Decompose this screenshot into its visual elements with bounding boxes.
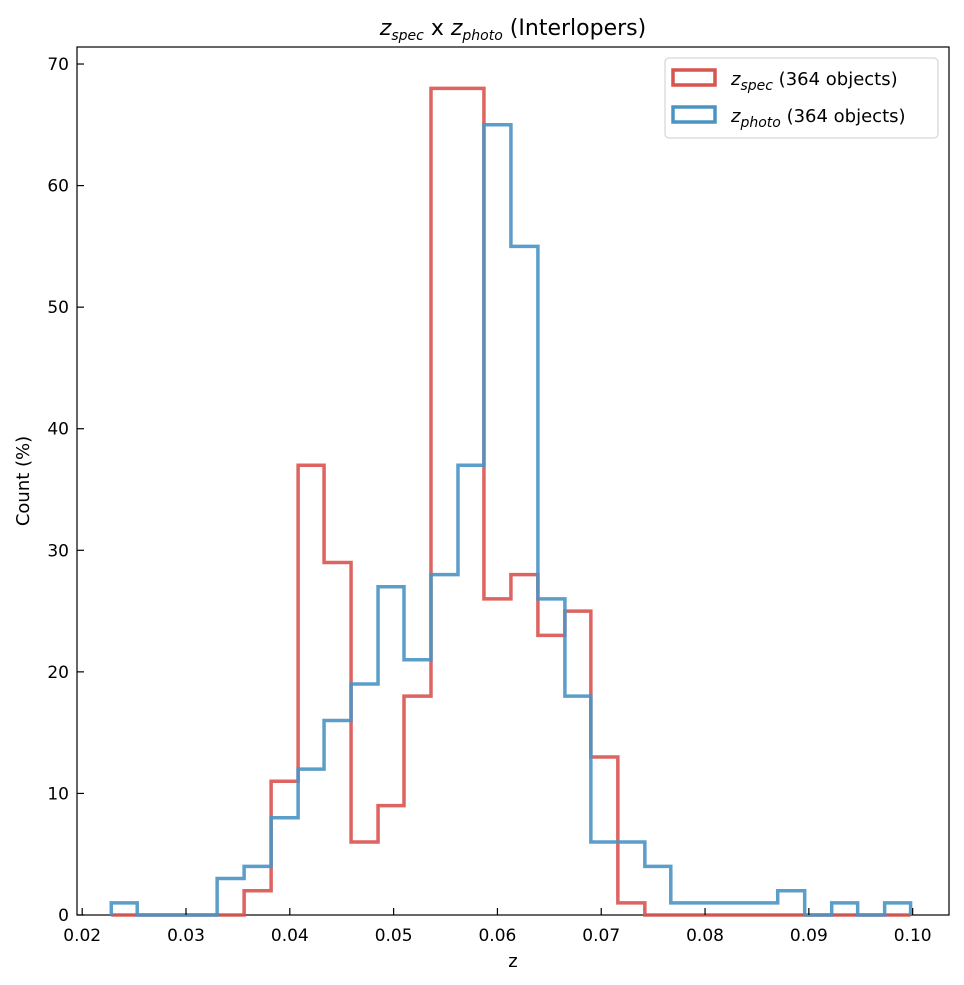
x-tick-label: 0.09: [790, 926, 828, 946]
x-tick-label: 0.04: [271, 926, 309, 946]
x-tick-label: 0.06: [478, 926, 516, 946]
y-tick-label: 30: [47, 541, 69, 561]
y-tick-label: 20: [47, 663, 69, 683]
legend: zspec (364 objects) zphoto (364 objects): [664, 57, 939, 139]
x-tick-label: 0.05: [375, 926, 413, 946]
x-axis-label: z: [508, 951, 517, 972]
x-tick-label: 0.10: [894, 926, 932, 946]
y-tick-label: 10: [47, 784, 69, 804]
legend-swatch-photo: [671, 105, 717, 124]
x-tick-label: 0.08: [686, 926, 724, 946]
legend-box: [664, 57, 939, 139]
y-axis-label: Count (%): [13, 436, 34, 526]
x-axis-ticks: 0.02 0.03 0.04 0.05 0.06 0.07 0.08 0.09 0.10: [63, 908, 932, 946]
legend-label-spec: zspec (364 objects): [730, 69, 898, 94]
y-tick-label: 40: [47, 420, 69, 440]
legend-swatch-spec: [671, 68, 717, 87]
legend-label-photo: zphoto (364 objects): [730, 106, 906, 131]
x-tick-label: 0.02: [63, 926, 101, 946]
y-tick-label: 60: [47, 177, 69, 197]
x-tick-label: 0.07: [582, 926, 620, 946]
y-tick-label: 0: [58, 906, 69, 926]
y-tick-label: 70: [47, 55, 69, 75]
y-axis-ticks: 0 10 20 30 40 50 60 70: [47, 55, 84, 926]
y-tick-label: 50: [47, 298, 69, 318]
histogram-series-layer: [109, 86, 913, 917]
x-tick-label: 0.03: [167, 926, 205, 946]
histogram-series-photo: [109, 123, 913, 917]
plot-area: [76, 46, 950, 916]
chart-title: zspec x zphoto (Interlopers): [379, 16, 646, 44]
